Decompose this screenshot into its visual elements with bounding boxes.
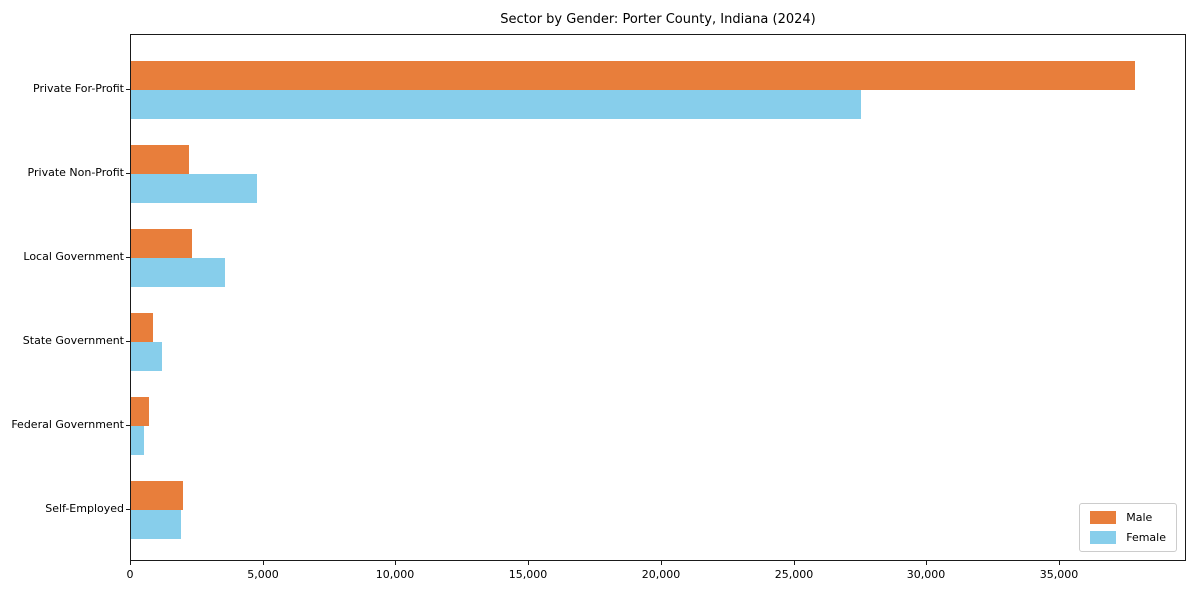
y-axis-labels: Private For-Profit Private Non-Profit Loca… bbox=[0, 34, 124, 561]
y-axis-label-private-non-profit: Private Non-Profit bbox=[27, 166, 124, 179]
x-tick-label: 30,000 bbox=[906, 568, 946, 581]
bar-female-federal-government bbox=[131, 426, 144, 455]
bar-female-private-non-profit bbox=[131, 174, 257, 203]
legend: Male Female bbox=[1079, 503, 1177, 552]
bar-female-private-for-profit bbox=[131, 90, 861, 119]
y-axis-ticks bbox=[126, 34, 130, 561]
bar-female-self-employed bbox=[131, 510, 181, 539]
y-axis-label-federal-government: Federal Government bbox=[11, 418, 124, 431]
bar-male-self-employed bbox=[131, 481, 183, 510]
bars-layer bbox=[131, 35, 1185, 560]
y-tick-mark bbox=[126, 425, 130, 426]
x-tick-mark bbox=[661, 561, 662, 565]
x-tick-label: 5,000 bbox=[247, 568, 279, 581]
x-tick-mark bbox=[395, 561, 396, 565]
x-tick-mark bbox=[263, 561, 264, 565]
x-tick-mark bbox=[130, 561, 131, 565]
legend-swatch-male bbox=[1090, 511, 1117, 524]
y-axis-label-private-for-profit: Private For-Profit bbox=[33, 82, 124, 95]
legend-label-female: Female bbox=[1126, 531, 1166, 544]
x-tick-label: 35,000 bbox=[1039, 568, 1079, 581]
x-tick-mark bbox=[528, 561, 529, 565]
x-tick-mark bbox=[1059, 561, 1060, 565]
legend-row-male: Male bbox=[1090, 511, 1166, 524]
x-tick-mark bbox=[926, 561, 927, 565]
y-tick-mark bbox=[126, 173, 130, 174]
x-axis: 0 5,000 10,000 15,000 20,000 25,000 30,000 35,0… bbox=[126, 561, 1186, 591]
bar-male-state-government bbox=[131, 313, 153, 342]
y-axis-label-self-employed: Self-Employed bbox=[45, 502, 124, 515]
x-tick-label: 20,000 bbox=[641, 568, 681, 581]
chart-title: Sector by Gender: Porter County, Indiana… bbox=[500, 12, 816, 27]
x-tick-label: 0 bbox=[126, 568, 134, 581]
y-tick-mark bbox=[126, 341, 130, 342]
x-tick-label: 15,000 bbox=[508, 568, 548, 581]
bar-male-private-non-profit bbox=[131, 145, 189, 174]
bar-male-local-government bbox=[131, 229, 192, 258]
y-axis-label-state-government: State Government bbox=[22, 334, 124, 347]
x-tick-label: 10,000 bbox=[375, 568, 415, 581]
x-tick-mark bbox=[794, 561, 795, 565]
legend-swatch-female bbox=[1090, 531, 1117, 544]
bar-female-local-government bbox=[131, 258, 225, 287]
legend-label-male: Male bbox=[1126, 511, 1153, 524]
y-tick-mark bbox=[126, 257, 130, 258]
plot-area: Male Female bbox=[130, 34, 1186, 561]
bar-male-private-for-profit bbox=[131, 61, 1135, 90]
y-axis-label-local-government: Local Government bbox=[23, 250, 124, 263]
legend-row-female: Female bbox=[1090, 531, 1166, 544]
y-tick-mark bbox=[126, 509, 130, 510]
bar-male-federal-government bbox=[131, 397, 149, 426]
y-tick-mark bbox=[126, 89, 130, 90]
x-tick-label: 25,000 bbox=[774, 568, 814, 581]
bar-female-state-government bbox=[131, 342, 162, 371]
